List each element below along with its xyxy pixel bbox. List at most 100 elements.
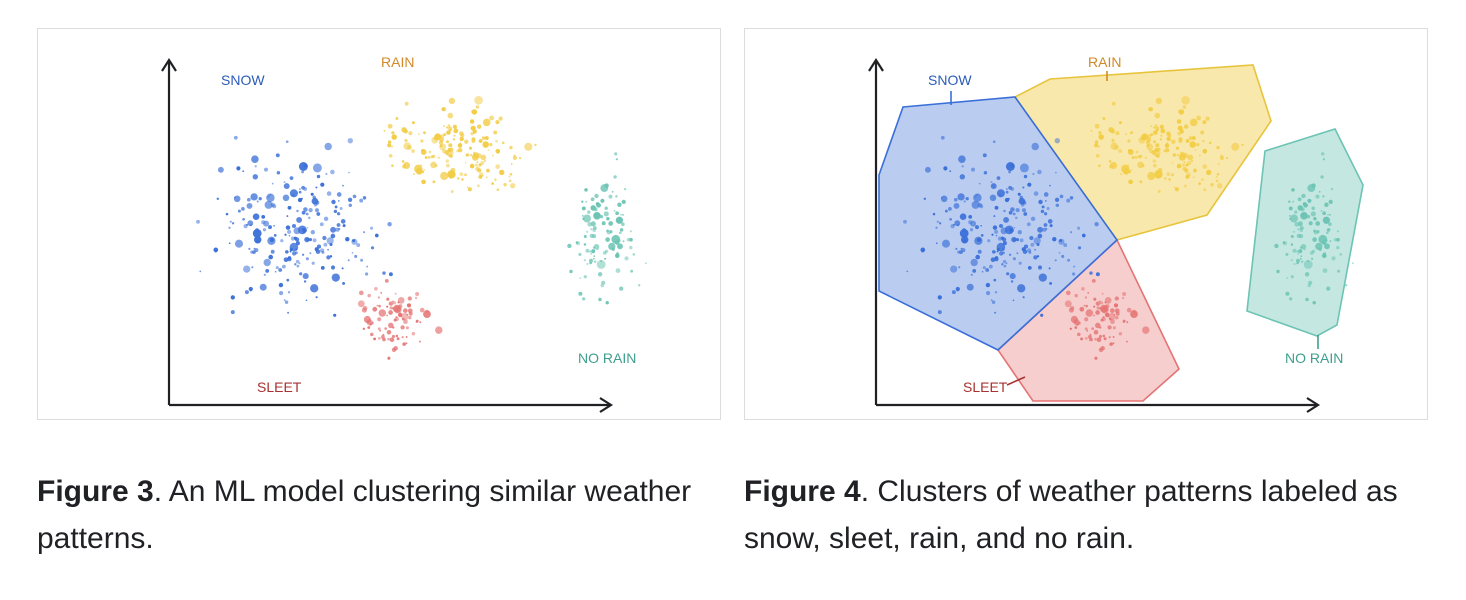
no-rain-point	[1339, 253, 1343, 256]
rain-point	[467, 187, 472, 192]
rain-point	[1123, 168, 1130, 175]
rain-point	[1168, 178, 1171, 181]
no-rain-point	[578, 291, 583, 296]
no-rain-point	[578, 252, 582, 256]
snow-point	[336, 212, 341, 216]
rain-point	[457, 177, 460, 180]
rain-point	[1152, 159, 1157, 163]
snow-point	[311, 197, 319, 205]
sleet-point	[394, 316, 399, 322]
sleet-point	[1122, 319, 1126, 323]
snow-point	[325, 172, 328, 176]
snow-point	[1040, 313, 1044, 317]
no-rain-point	[597, 272, 603, 277]
sleet-point	[1095, 310, 1100, 315]
snow-point	[1019, 238, 1024, 243]
rain-point	[1171, 139, 1176, 144]
rain-point	[534, 143, 537, 147]
rain-point	[1183, 184, 1187, 188]
rain-point	[1130, 169, 1133, 171]
snow-point	[1037, 265, 1043, 270]
rain-point	[387, 140, 392, 144]
snow-point	[995, 234, 998, 237]
snow-point	[359, 198, 364, 203]
no-rain-point	[629, 245, 633, 250]
snow-point	[1000, 227, 1008, 235]
snow-point	[287, 205, 292, 210]
rain-point	[431, 136, 439, 144]
no-rain-point	[1312, 237, 1317, 242]
snow-point	[319, 222, 324, 227]
no-rain-point	[608, 194, 613, 199]
no-rain-point	[617, 243, 623, 250]
snow-point	[1041, 205, 1045, 209]
snow-point	[906, 270, 909, 273]
snow-point	[950, 265, 958, 273]
snow-point	[254, 165, 257, 168]
rain-point	[1153, 126, 1156, 129]
snow-point	[265, 268, 270, 273]
snow-point	[982, 153, 987, 158]
sleet-point	[1069, 327, 1072, 330]
sleet-point	[1126, 321, 1129, 324]
rain-point	[445, 148, 454, 157]
no-rain-point	[1288, 200, 1291, 203]
snow-point	[296, 209, 299, 213]
no-rain-point	[1300, 244, 1307, 250]
sleet-point	[415, 319, 419, 323]
rain-point	[401, 160, 405, 163]
snow-point	[979, 204, 984, 209]
rain-point	[428, 150, 432, 154]
snow-point	[315, 249, 321, 254]
sleet-point	[419, 321, 422, 324]
sleet-point	[1095, 301, 1101, 306]
sleet-point	[395, 334, 399, 337]
no-rain-point	[1292, 200, 1295, 203]
rain-point	[1205, 116, 1210, 121]
snow-point	[268, 254, 274, 260]
rain-point	[519, 157, 522, 160]
snow-point	[921, 250, 924, 253]
no-rain-point	[583, 243, 587, 246]
snow-point	[311, 261, 315, 265]
rain-point	[447, 112, 454, 119]
sleet-point	[1095, 322, 1101, 329]
snow-point	[996, 189, 1005, 198]
rain-point	[388, 153, 393, 158]
snow-point	[348, 171, 350, 174]
snow-point	[360, 258, 364, 262]
no-rain-point	[1326, 228, 1331, 232]
rain-point	[383, 129, 386, 132]
no-rain-point	[603, 211, 609, 217]
snow-point	[334, 205, 338, 209]
sleet-point	[1083, 304, 1086, 307]
snow-point	[296, 216, 303, 223]
sleet-point	[1112, 342, 1115, 345]
snow-point	[289, 247, 293, 251]
no-rain-point	[1313, 229, 1319, 235]
sleet-point	[378, 304, 381, 308]
snow-point	[969, 228, 974, 232]
snow-point	[1077, 226, 1081, 230]
snow-point	[941, 239, 951, 248]
rain-point	[404, 101, 409, 106]
no-rain-point	[1337, 269, 1341, 273]
snow-point	[1045, 227, 1048, 231]
rain-point	[482, 118, 491, 127]
snow-point	[937, 295, 942, 300]
sleet-point	[405, 342, 408, 345]
snow-label: SNOW	[221, 72, 265, 88]
snow-point	[241, 207, 245, 211]
label-leader-lines	[950, 71, 1319, 386]
snow-point	[228, 226, 231, 229]
figure-4-caption: Figure 4. Clusters of weather patterns l…	[744, 468, 1404, 562]
sleet-point	[392, 326, 395, 329]
no-rain-point	[606, 229, 612, 235]
snow-point	[1000, 236, 1005, 240]
snow-point	[1046, 207, 1050, 210]
sleet-point	[423, 310, 431, 318]
snow-point	[306, 226, 309, 229]
snow-point	[968, 220, 973, 225]
rain-point	[404, 138, 408, 143]
rain-point	[1131, 156, 1135, 159]
